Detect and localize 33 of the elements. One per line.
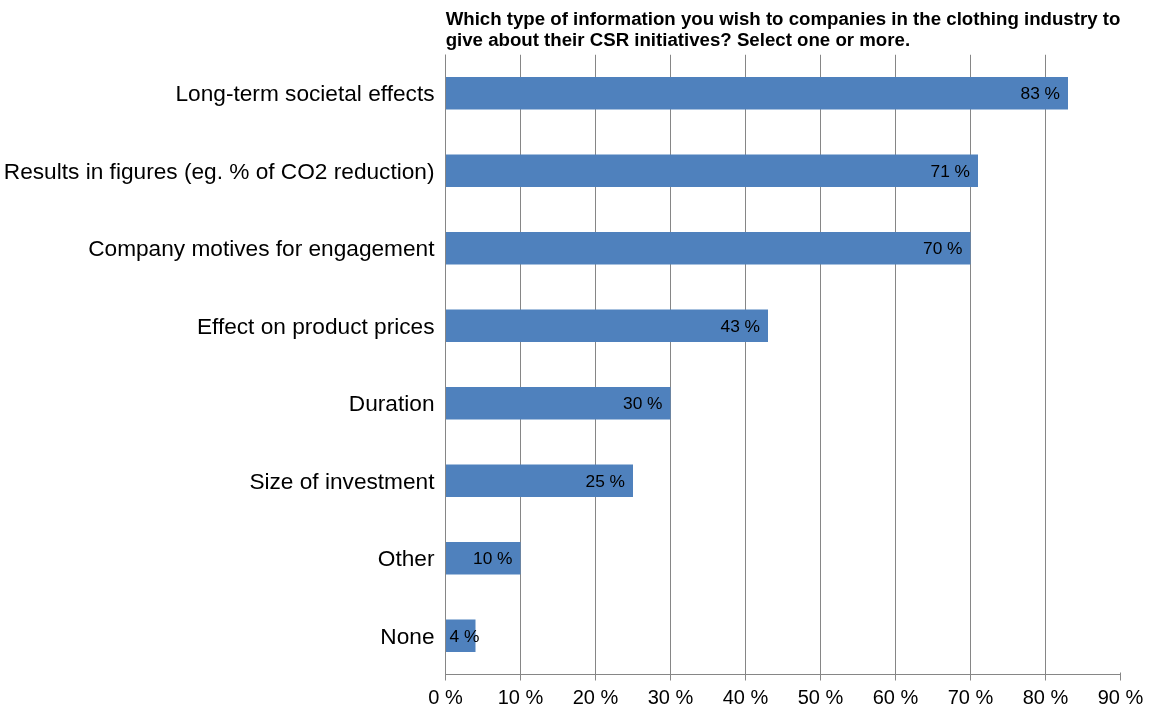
x-tick-label: 80 % <box>1022 685 1069 708</box>
bar <box>445 76 1068 110</box>
data-label: 43 % <box>720 315 760 336</box>
x-tick-label: 20 % <box>572 685 619 708</box>
data-label: 10 % <box>473 548 513 569</box>
bar <box>445 154 978 188</box>
x-tick-label: 60 % <box>872 685 919 708</box>
y-tick-label: Effect on product prices <box>196 312 435 339</box>
bar <box>445 541 521 575</box>
bar <box>445 309 768 343</box>
x-tick-label: 70 % <box>947 685 994 708</box>
y-tick-label: Duration <box>348 390 435 417</box>
y-tick-label: Company motives for engagement <box>88 235 436 262</box>
y-tick-label: Results in figures (eg. % of CO2 reduction) <box>3 157 435 184</box>
chart-title: Which type of information you wish to companies in the clothing industry to give about their CSR initiatives? Select one or more. <box>445 7 1121 50</box>
data-label: 83 % <box>1020 83 1060 104</box>
data-label: 30 % <box>623 393 663 414</box>
data-label: 70 % <box>923 238 963 259</box>
y-tick-label: None <box>380 622 435 649</box>
x-tick-label: 50 % <box>797 685 844 708</box>
y-tick-label: Long-term societal effects <box>175 80 435 107</box>
x-tick-label: 10 % <box>497 685 544 708</box>
y-tick-label: Size of investment <box>249 467 436 494</box>
bar <box>445 464 633 498</box>
x-tick-label: 30 % <box>647 685 694 708</box>
bar <box>445 231 971 265</box>
x-tick-label: 40 % <box>722 685 769 708</box>
data-label: 71 % <box>930 160 970 181</box>
y-tick-label: Other <box>377 545 435 572</box>
x-tick-label: 0 % <box>428 685 463 708</box>
bar <box>445 386 671 420</box>
data-label: 25 % <box>585 470 625 491</box>
x-tick-label: 90 % <box>1097 685 1144 708</box>
